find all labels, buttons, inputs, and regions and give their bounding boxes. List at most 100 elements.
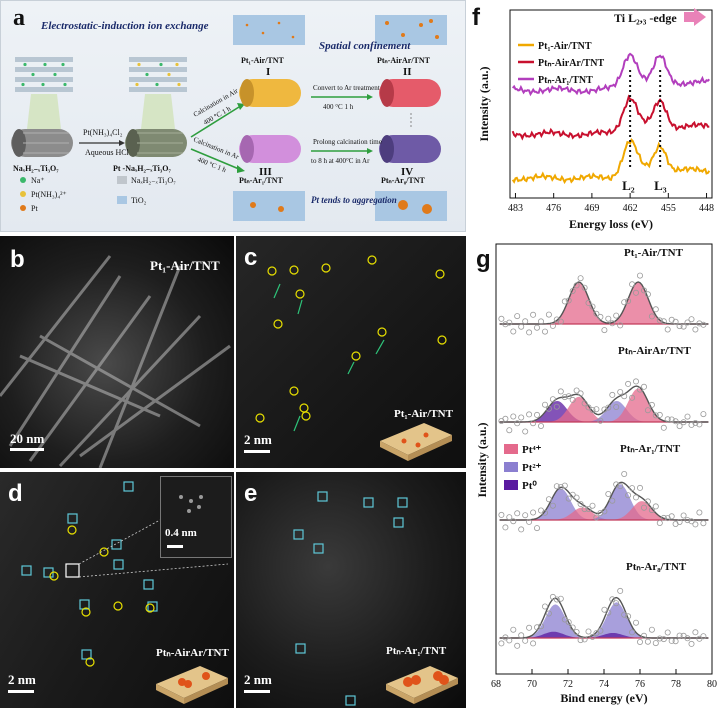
xps-data-point (644, 291, 651, 298)
xps-data-point (585, 299, 592, 306)
xps-component-fill (499, 633, 709, 638)
xps-data-point (664, 515, 671, 522)
legend-nahti-label: NaₓH₂₋ₓTi₃O₇ (131, 176, 176, 185)
xps-data-point (502, 634, 509, 641)
xps-data-point (648, 401, 655, 408)
xps-data-point (518, 323, 525, 330)
xps-data-point (518, 526, 525, 533)
panel-g-chart: g Pt₁-Air/TNT Ptₙ-AirAr/TNT Ptₙ-Ar₁/TNT Ptₙ… (470, 240, 720, 708)
edge-arrow-icon (694, 8, 706, 26)
panel-d-scale-text: 2 nm (8, 672, 36, 687)
xps-data-point (577, 500, 584, 507)
xps-legend-swatch (504, 444, 518, 454)
xps-data-point (688, 518, 695, 525)
legend-na-label: Na⁺ (31, 176, 45, 185)
xps-data-point (632, 619, 639, 626)
panel-e-sample: Ptₙ-Ar₁/TNT (386, 645, 447, 657)
xps-data-point (597, 313, 604, 320)
product-I-label: Pt₁-Air/TNT (241, 56, 285, 65)
xps-data-point (569, 624, 576, 631)
xps-plot-frame (495, 243, 713, 675)
xps-component-fill (499, 282, 709, 324)
xps-data-point (660, 514, 667, 521)
xps-data-point (629, 394, 636, 401)
xps-data-point (613, 481, 620, 488)
xps-data-point (700, 520, 707, 527)
xps-data-point (688, 640, 695, 647)
xps-legend-swatch (504, 462, 518, 472)
xps-data-point (632, 289, 639, 296)
edge-arrow-shaft (684, 12, 694, 22)
xps-spectrum-label: Ptₙ-Ar₁/TNT (620, 443, 681, 455)
xps-data-point (581, 400, 588, 407)
xps-data-point (577, 390, 584, 397)
panel-b-scale-bar (10, 448, 44, 451)
xps-data-point (676, 423, 683, 430)
step-convert-label: Convert to Ar treatment (313, 84, 380, 92)
xps-data-point (514, 510, 521, 517)
panel-d-inset-scale-text: 0.4 nm (165, 527, 197, 539)
panel-b-tem-image: b Pt₁-Air/TNT 20 nm (0, 236, 234, 468)
nanotube-middle (125, 129, 187, 157)
xps-data-point (581, 506, 588, 513)
legend-nahti-swatch (117, 176, 127, 184)
legend-tio2-label: TiO₂ (131, 196, 147, 205)
xps-data-point (534, 525, 541, 532)
roman-I: I (266, 66, 270, 78)
xps-data-point (601, 508, 608, 515)
roman-II: II (403, 66, 412, 78)
xps-data-point (656, 635, 663, 642)
xps-data-point (530, 509, 537, 516)
xps-data-point (664, 326, 671, 333)
inset-atoms (179, 495, 203, 513)
xps-data-point (609, 596, 616, 603)
xps-data-point (632, 494, 639, 501)
xps-data-point (545, 496, 552, 503)
xps-data-point (506, 637, 513, 644)
xps-data-point (625, 298, 632, 305)
panel-b-label: b (10, 246, 25, 273)
xps-data-point (569, 396, 576, 403)
xps-data-point (545, 405, 552, 412)
xps-data-point (636, 386, 643, 393)
xps-data-point (617, 587, 624, 594)
xps-data-point (676, 518, 683, 525)
xps-data-point (581, 284, 588, 291)
xps-data-point (510, 413, 517, 420)
panel-c-label: c (244, 244, 258, 271)
xps-data-point (605, 404, 612, 411)
xps-data-point (652, 503, 659, 510)
xps-data-point (549, 322, 556, 329)
legend-ptnh-label: Pt(NH₃)₄²⁺ (31, 190, 67, 199)
panel-d-sample: Ptₙ-AirAr/TNT (156, 647, 229, 659)
xps-data-point (672, 318, 679, 325)
xps-data-point (557, 595, 564, 602)
xps-data-point (506, 319, 513, 326)
xps-spectrum-label: Pt₁-Air/TNT (624, 247, 684, 259)
legend-ptnh-swatch (20, 191, 26, 197)
xps-data-point (601, 327, 608, 334)
panel-a-schematic: a Electrostatic-induction ion exchange S… (0, 0, 466, 232)
xps-data-point (605, 315, 612, 322)
xps-component-fill (499, 602, 709, 638)
xps-data-point (617, 483, 624, 490)
xps-data-point (652, 640, 659, 647)
panel-d-inset: 0.4 nm (160, 476, 232, 558)
xps-data-point (534, 624, 541, 631)
panel-b-sample: Pt₁-Air/TNT (150, 258, 220, 273)
xps-data-point (589, 303, 596, 310)
xps-envelope-line (499, 481, 709, 521)
legend-na-swatch (20, 177, 26, 183)
xps-data-point (601, 606, 608, 613)
xps-data-point (510, 518, 517, 525)
xps-data-point (498, 315, 505, 322)
xps-data-point (561, 394, 568, 401)
eels-series-line (511, 52, 711, 97)
xps-data-point (640, 383, 647, 390)
cluster-markers-d (21, 481, 229, 667)
eels-legend-label: Pt₁-Air/TNT (538, 41, 592, 52)
xps-data-point (561, 298, 568, 305)
xps-data-point (597, 509, 604, 516)
roman-IV: IV (401, 166, 413, 178)
xps-data-point (613, 312, 620, 319)
